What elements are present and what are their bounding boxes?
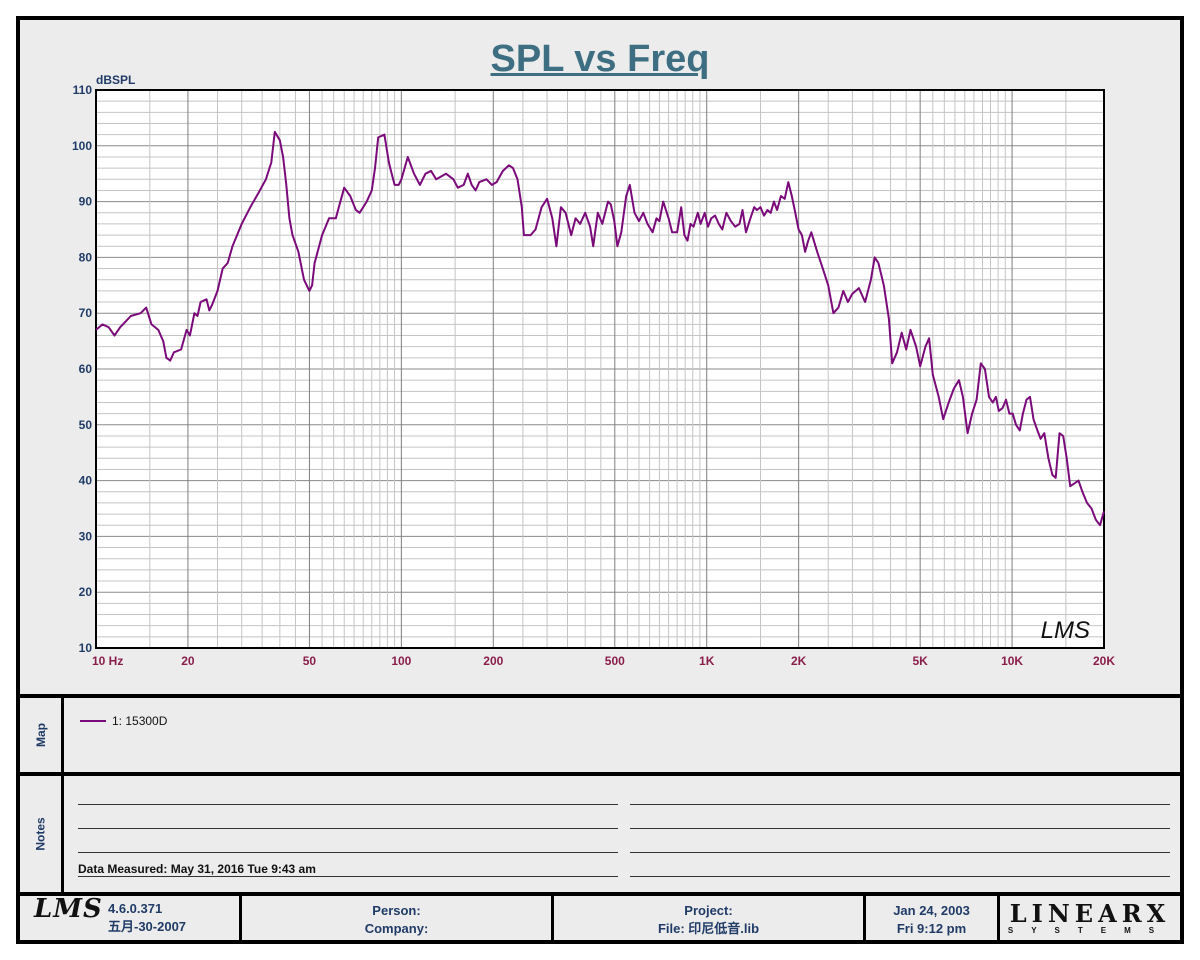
y-axis-label: dBSPL	[96, 73, 135, 87]
footer-brand-cell: LINEARX SYSTEMS	[1000, 896, 1180, 944]
notes-top-divider	[20, 772, 1180, 776]
person-label: Person:	[372, 903, 421, 918]
y-tick-label: 60	[79, 362, 93, 376]
y-tick-label: 20	[79, 585, 93, 599]
y-tick-label: 100	[72, 139, 92, 153]
legend-label: 1: 15300D	[112, 714, 168, 728]
y-tick-label: 40	[79, 474, 93, 488]
lms-watermark: LMS	[1041, 617, 1090, 644]
note-line	[630, 804, 1170, 805]
x-tick-label: 20	[181, 654, 195, 668]
report-frame: SPL vs Freq 10 20 30 40 50 60 70 80 90 100 110 dBSP…	[16, 16, 1184, 944]
map-label: Map	[20, 698, 64, 772]
x-tick-label: 500	[605, 654, 625, 668]
note-line	[78, 876, 618, 877]
notes-label: Notes	[20, 776, 64, 892]
y-tick-label: 70	[79, 306, 93, 320]
linearx-logo: LINEARX	[1009, 899, 1171, 928]
x-tick-label: 200	[483, 654, 503, 668]
note-line	[630, 828, 1170, 829]
note-line	[78, 804, 618, 805]
x-tick-label: 50	[303, 654, 317, 668]
footer-project-cell: Project: File: 印尼低音.lib	[554, 896, 866, 944]
file-label: File: 印尼低音.lib	[657, 921, 760, 936]
series-line	[95, 130, 1105, 527]
footer-version-cell: LMS 4.6.0.371 五月-30-2007	[20, 896, 242, 944]
x-tick-label: 10 Hz	[92, 654, 123, 668]
note-line	[630, 852, 1170, 853]
y-tick-label: 30	[79, 529, 93, 543]
company-label: Company:	[364, 921, 429, 936]
note-line	[630, 876, 1170, 877]
x-tick-label: 10K	[1001, 654, 1023, 668]
y-tick-label: 10	[79, 641, 93, 655]
map-top-divider	[20, 694, 1180, 698]
note-line	[78, 828, 618, 829]
data-measured: Data Measured: May 31, 2016 Tue 9:43 am	[78, 862, 316, 876]
x-tick-label: 20K	[1093, 654, 1115, 668]
version-text: 4.6.0.371	[108, 901, 163, 916]
legend-swatch	[80, 720, 106, 722]
x-tick-label: 2K	[791, 654, 807, 668]
project-label: Project:	[684, 903, 733, 918]
legend-entry: 1: 15300D	[80, 714, 167, 728]
linearx-systems: SYSTEMS	[1007, 926, 1173, 935]
x-tick-label: 1K	[699, 654, 715, 668]
y-tick-label: 90	[79, 195, 93, 209]
y-tick-label: 80	[79, 250, 93, 264]
footer-person-cell: Person: Company:	[242, 896, 554, 944]
time-text: Fri 9:12 pm	[896, 921, 967, 936]
y-tick-label: 50	[79, 418, 93, 432]
x-tick-label: 100	[391, 654, 411, 668]
chart-title: SPL vs Freq	[490, 38, 710, 80]
lms-logo: LMS	[34, 894, 103, 924]
note-line	[78, 852, 618, 853]
plot-border	[95, 89, 1105, 649]
date-text: Jan 24, 2003	[893, 903, 970, 918]
y-tick-label: 110	[73, 83, 93, 97]
build-date-text: 五月-30-2007	[108, 919, 187, 934]
x-tick-label: 5K	[912, 654, 928, 668]
footer-top-divider	[20, 892, 1180, 896]
footer-date-cell: Jan 24, 2003 Fri 9:12 pm	[866, 896, 1000, 944]
